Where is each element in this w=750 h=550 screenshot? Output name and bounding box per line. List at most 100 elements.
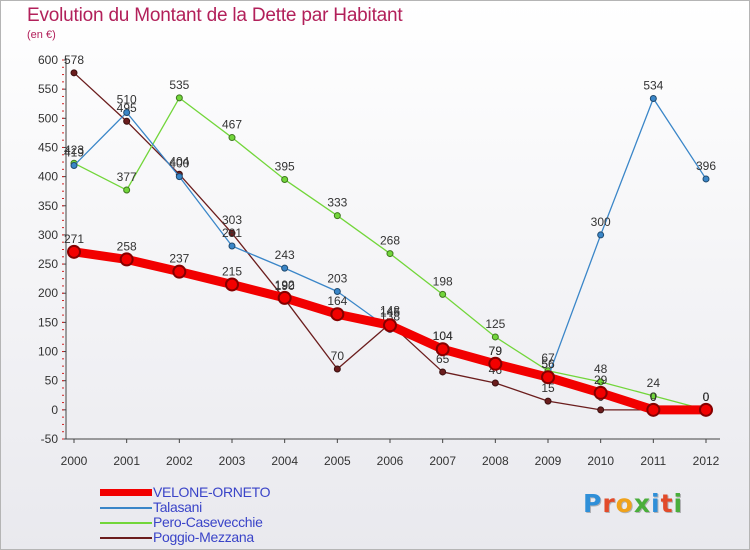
data-label: 535 [169, 78, 189, 92]
data-point [70, 69, 78, 77]
data-label: 70 [331, 349, 345, 363]
data-point [175, 94, 183, 102]
data-label: 281 [222, 226, 242, 240]
data-point [172, 264, 187, 279]
data-label: 423 [64, 143, 84, 157]
data-point [649, 392, 657, 400]
data-label: 243 [275, 248, 295, 262]
data-point [597, 406, 605, 414]
data-point [439, 290, 447, 298]
legend-label: Poggio-Mezzana [153, 529, 254, 545]
y-tick-label: 200 [38, 286, 58, 300]
data-point [67, 244, 81, 259]
data-point [435, 342, 450, 357]
data-point [228, 229, 236, 237]
x-tick-label: 2001 [113, 454, 140, 468]
data-label: 0 [650, 390, 657, 404]
data-label: 467 [222, 118, 242, 132]
y-tick-label: 150 [38, 315, 58, 329]
data-label: 164 [327, 294, 347, 308]
legend-swatch [100, 489, 152, 496]
data-label: 29 [594, 373, 608, 387]
x-tick-label: 2006 [377, 454, 404, 468]
data-point [333, 365, 341, 373]
y-tick-label: 350 [38, 199, 58, 213]
logo-letter: P [583, 489, 603, 518]
y-tick-label: -50 [41, 432, 59, 446]
data-label: 495 [117, 101, 137, 115]
y-tick-label: 550 [38, 82, 58, 96]
data-point [649, 94, 657, 102]
data-point [702, 175, 710, 183]
data-label: 104 [433, 329, 453, 343]
data-label: 15 [541, 381, 555, 395]
y-tick-label: 600 [38, 53, 58, 67]
data-point [593, 385, 608, 400]
data-point [699, 402, 713, 417]
data-label: 400 [169, 157, 189, 171]
logo-letter: r [602, 489, 616, 518]
data-label: 510 [117, 92, 137, 106]
data-label: 300 [591, 215, 611, 229]
data-label: 24 [647, 376, 661, 390]
data-label: 125 [485, 317, 505, 331]
data-label: 268 [380, 234, 400, 248]
data-label: 303 [222, 213, 242, 227]
x-tick-label: 2007 [429, 454, 456, 468]
data-point [541, 370, 555, 385]
data-label: 237 [169, 252, 189, 266]
data-point [281, 176, 289, 184]
data-point [597, 378, 605, 386]
data-point [228, 242, 236, 250]
data-label: 534 [643, 78, 663, 92]
data-point [491, 379, 499, 387]
data-label: 419 [64, 146, 84, 160]
data-label: 65 [436, 352, 450, 366]
legend-label: VELONE-ORNETO [153, 484, 271, 500]
data-label: 0 [703, 390, 710, 404]
data-point [439, 368, 447, 376]
data-point [488, 356, 503, 371]
logo-letter: t [660, 489, 674, 518]
data-label: 271 [64, 232, 84, 246]
data-point [123, 186, 131, 194]
data-label: 0 [703, 390, 710, 404]
data-point [333, 212, 341, 220]
legend-label: Pero-Casevecchie [153, 514, 263, 530]
x-tick-label: 2008 [482, 454, 509, 468]
data-label: 395 [275, 160, 295, 174]
data-label: 192 [275, 278, 295, 292]
data-label: 148 [380, 304, 400, 318]
unit-label: (en €) [27, 29, 56, 41]
y-tick-label: 400 [38, 170, 58, 184]
data-point [70, 162, 78, 170]
x-tick-label: 2004 [271, 454, 298, 468]
proxiti-logo: Proxiti [583, 489, 683, 518]
legend-swatch [100, 507, 152, 509]
y-tick-label: 500 [38, 111, 58, 125]
x-tick-label: 2003 [219, 454, 246, 468]
data-point [225, 277, 239, 292]
x-tick-label: 2012 [693, 454, 720, 468]
logo-letter: o [615, 489, 634, 518]
x-tick-label: 2011 [640, 454, 666, 468]
data-point [119, 252, 134, 267]
data-label: 578 [64, 53, 84, 67]
data-label: 104 [433, 329, 453, 343]
data-label: 67 [541, 351, 555, 365]
data-point [597, 231, 605, 239]
y-tick-label: 0 [51, 403, 58, 417]
chart-title: Evolution du Montant de la Dette par Hab… [27, 5, 403, 26]
logo-letter: i [673, 489, 684, 518]
data-point [491, 333, 499, 341]
x-tick-label: 2010 [587, 454, 614, 468]
data-label: 333 [327, 196, 347, 210]
data-label: 404 [169, 154, 189, 168]
legend-label: Talasani [153, 499, 202, 515]
data-label: 215 [222, 264, 242, 278]
data-point [383, 318, 397, 333]
x-tick-label: 2009 [535, 454, 562, 468]
data-label: 203 [327, 271, 347, 285]
data-point [544, 397, 552, 405]
